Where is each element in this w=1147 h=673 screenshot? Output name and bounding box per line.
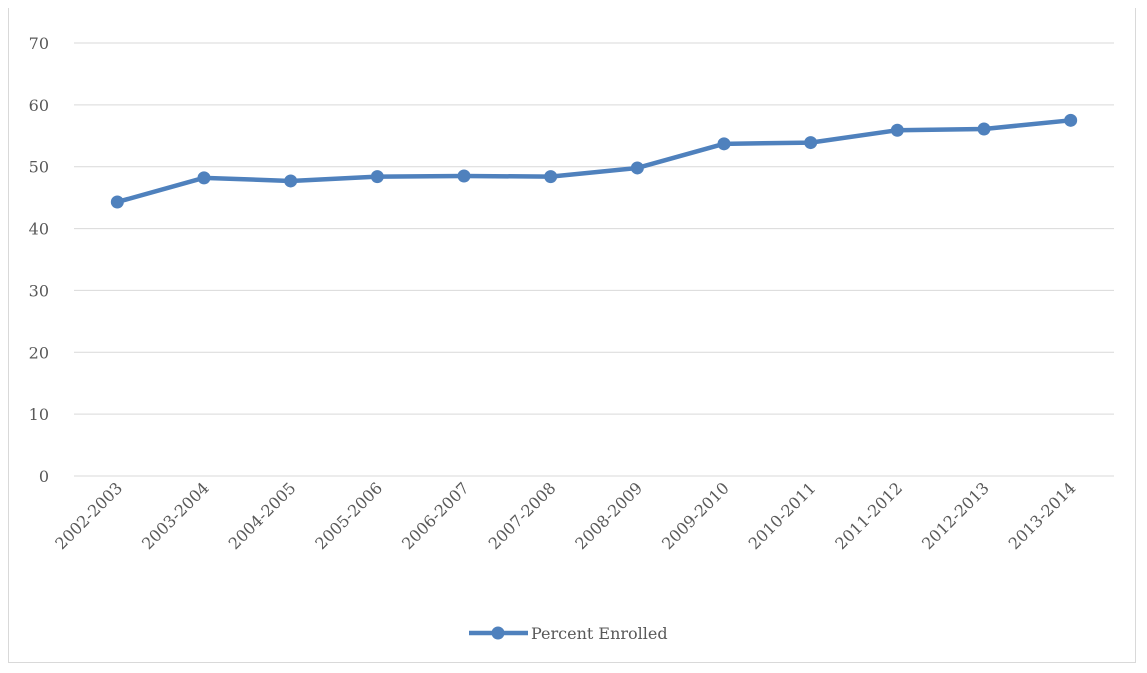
x-tick-label: 2011-2012 (831, 478, 906, 553)
x-tick-label: 2012-2013 (918, 478, 993, 553)
series-layer (110, 113, 1078, 209)
y-tick-label: 10 (29, 405, 49, 424)
x-tick-label: 2008-2009 (571, 478, 646, 553)
x-axis-ticks: 2002-2003 2003-2004 2004-2005 2005-2006 2006… (51, 478, 1079, 553)
data-point (457, 169, 471, 183)
data-point (284, 174, 298, 188)
x-tick-label: 2006-2007 (398, 478, 473, 553)
x-tick-label: 2007-2008 (485, 478, 560, 553)
data-point (890, 123, 904, 137)
data-point (804, 136, 818, 150)
y-tick-label: 50 (29, 158, 49, 177)
x-tick-label: 2003-2004 (138, 478, 213, 553)
x-tick-label: 2004-2005 (225, 478, 300, 553)
legend: Percent Enrolled (469, 624, 668, 643)
x-tick-label: 2009-2010 (658, 478, 733, 553)
y-axis-ticks: 0 10 20 30 40 50 60 70 (29, 34, 49, 486)
data-point (110, 195, 124, 209)
x-tick-label: 2013-2014 (1005, 478, 1080, 553)
x-tick-label: 2005-2006 (311, 478, 386, 553)
data-point (630, 161, 644, 175)
x-tick-label: 2002-2003 (51, 478, 126, 553)
data-point (717, 137, 731, 151)
data-point (197, 171, 211, 185)
data-point (1064, 113, 1078, 127)
y-tick-label: 0 (39, 467, 49, 486)
x-tick-label: 2010-2011 (745, 478, 820, 553)
y-tick-label: 60 (29, 96, 49, 115)
y-tick-label: 70 (29, 34, 49, 53)
data-point (544, 170, 558, 184)
chart-frame (8, 8, 1136, 663)
data-point (370, 170, 384, 184)
y-tick-label: 30 (29, 281, 49, 300)
gridlines (74, 42, 1114, 477)
y-tick-label: 20 (29, 343, 49, 362)
legend-label: Percent Enrolled (531, 624, 668, 643)
legend-point-marker (491, 626, 505, 640)
y-tick-label: 40 (29, 220, 49, 239)
series-line-percent-enrolled (115, 118, 1073, 205)
data-point (977, 122, 991, 136)
